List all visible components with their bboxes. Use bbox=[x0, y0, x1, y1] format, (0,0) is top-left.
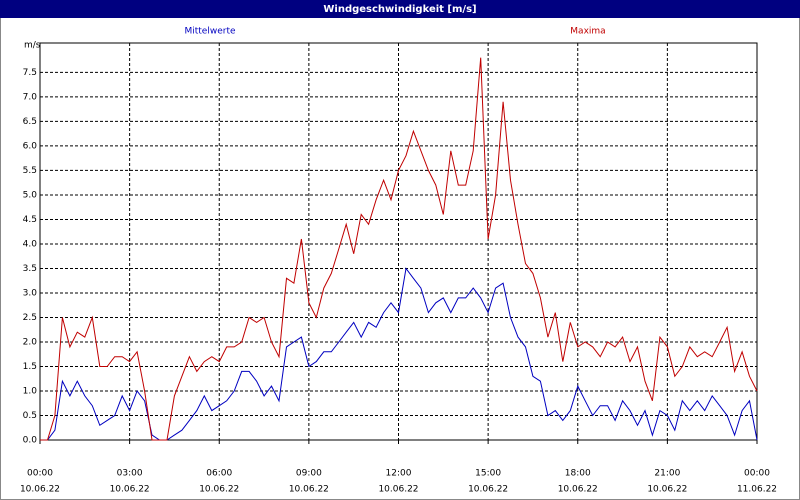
x-tick-date: 10.06.22 bbox=[199, 485, 239, 495]
y-tick-label: 1.5 bbox=[23, 362, 37, 372]
legend-entry: Maxima bbox=[570, 27, 605, 37]
x-tick-label: 00:00 bbox=[744, 469, 770, 479]
y-tick-label: 0.5 bbox=[23, 411, 37, 421]
series-line bbox=[40, 57, 758, 441]
x-tick-date: 10.06.22 bbox=[558, 485, 598, 495]
y-unit: m/s bbox=[24, 41, 41, 51]
x-tick-label: 06:00 bbox=[206, 469, 232, 479]
y-tick-label: 4.5 bbox=[23, 215, 37, 225]
y-tick-label: 2.5 bbox=[23, 313, 37, 323]
y-tick-label: 3.0 bbox=[23, 288, 38, 298]
y-tick-label: 0.0 bbox=[23, 436, 38, 446]
x-tick-label: 12:00 bbox=[386, 469, 412, 479]
y-tick-label: 1.0 bbox=[23, 386, 38, 396]
x-tick-date: 10.06.22 bbox=[647, 485, 687, 495]
x-tick-label: 18:00 bbox=[565, 469, 591, 479]
title-bar bbox=[0, 0, 800, 18]
y-tick-label: 7.0 bbox=[23, 92, 38, 102]
x-tick-date: 10.06.22 bbox=[378, 485, 418, 495]
x-tick-date: 10.06.22 bbox=[289, 485, 329, 495]
x-tick-label: 09:00 bbox=[296, 469, 322, 479]
y-tick-label: 6.0 bbox=[23, 141, 38, 151]
y-tick-label: 7.5 bbox=[23, 68, 37, 78]
y-tick-label: 4.0 bbox=[23, 239, 38, 249]
x-tick-date: 10.06.22 bbox=[468, 485, 508, 495]
chart-title: Windgeschwindigkeit [m/s] bbox=[323, 4, 476, 15]
y-tick-label: 3.5 bbox=[23, 264, 37, 274]
y-tick-label: 6.5 bbox=[23, 117, 37, 127]
x-tick-date: 11.06.22 bbox=[737, 485, 777, 495]
x-tick-date: 10.06.22 bbox=[110, 485, 150, 495]
y-tick-label: 5.5 bbox=[23, 166, 37, 176]
y-tick-label: 2.0 bbox=[23, 337, 38, 347]
x-tick-label: 15:00 bbox=[475, 469, 501, 479]
y-tick-label: 5.0 bbox=[23, 190, 38, 200]
x-tick-label: 21:00 bbox=[654, 469, 680, 479]
legend-entry: Mittelwerte bbox=[184, 27, 235, 37]
x-tick-label: 00:00 bbox=[27, 469, 53, 479]
x-tick-label: 03:00 bbox=[117, 469, 143, 479]
x-tick-date: 10.06.22 bbox=[20, 485, 60, 495]
